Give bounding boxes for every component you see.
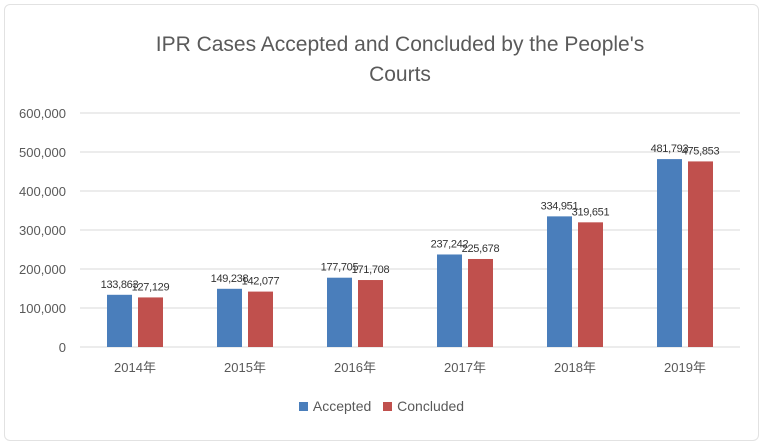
y-tick-label: 300,000 (19, 223, 66, 238)
x-tick-label: 2015年 (224, 360, 266, 375)
bar-concluded (468, 258, 493, 347)
x-tick-label: 2017年 (444, 360, 486, 375)
data-label-concluded: 127,129 (132, 281, 170, 293)
bar-concluded (578, 222, 603, 347)
data-label-concluded: 171,708 (352, 264, 390, 276)
chart-frame (4, 4, 759, 441)
bar-concluded (688, 161, 713, 347)
x-tick-label: 2014年 (114, 360, 156, 375)
y-tick-label: 200,000 (19, 262, 66, 277)
legend-label-concluded: Concluded (397, 398, 465, 414)
data-label-accepted: 481,793 (651, 143, 689, 155)
data-label-accepted: 149,238 (211, 273, 249, 285)
data-label-concluded: 225,678 (462, 243, 500, 255)
legend-swatch-concluded (383, 402, 393, 411)
bar-accepted (217, 288, 242, 347)
y-tick-label: 100,000 (19, 301, 66, 316)
data-label-accepted: 133,863 (101, 279, 139, 291)
data-label-accepted: 177,705 (321, 262, 359, 274)
bar-concluded (138, 297, 163, 347)
legend-label-accepted: Accepted (312, 398, 372, 414)
bar-accepted (657, 159, 682, 347)
bar-concluded (248, 291, 273, 347)
legend-item-accepted: Accepted (298, 398, 372, 414)
y-tick-label: 400,000 (19, 184, 66, 199)
bar-concluded (358, 280, 383, 347)
x-tick-label: 2019年 (664, 360, 706, 375)
data-label-concluded: 142,077 (242, 276, 280, 288)
x-tick-label: 2016年 (334, 360, 376, 375)
y-tick-label: 600,000 (19, 106, 66, 121)
data-label-concluded: 319,651 (572, 206, 610, 218)
data-label-concluded: 475,853 (682, 145, 720, 157)
chart-title-line-2: Courts (369, 63, 431, 86)
bar-accepted (437, 254, 462, 347)
legend: Accepted Concluded (0, 398, 763, 414)
y-tick-label: 0 (59, 340, 66, 355)
legend-item-concluded: Concluded (383, 398, 464, 414)
bar-accepted (547, 216, 572, 347)
legend-swatch-accepted (298, 402, 308, 411)
chart-title: IPR Cases Accepted and Concluded by the … (155, 33, 645, 56)
y-tick-label: 500,000 (19, 145, 66, 160)
data-label-accepted: 237,242 (431, 238, 469, 250)
data-label-accepted: 334,951 (541, 200, 579, 212)
bar-accepted (327, 277, 352, 347)
bar-accepted (107, 294, 132, 347)
x-tick-label: 2018年 (554, 360, 596, 375)
